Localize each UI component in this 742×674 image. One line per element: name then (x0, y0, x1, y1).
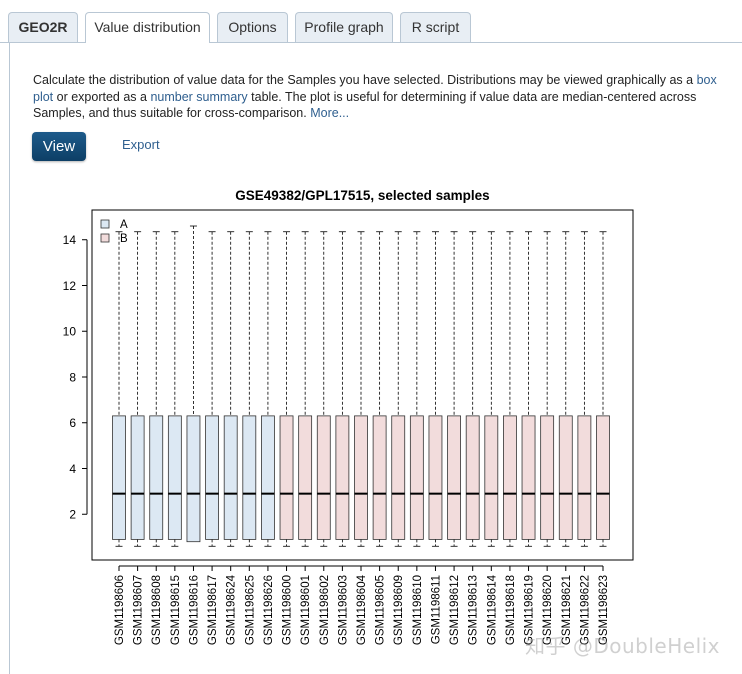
box-GSM1198620 (540, 415, 555, 540)
x-tick-label: GSM1198601 (300, 575, 312, 645)
description-part2: or exported as a (53, 89, 151, 104)
x-tick-label: GSM1198607 (133, 575, 145, 645)
legend-swatch-a (100, 219, 110, 229)
x-tick-label: GSM1198624 (226, 574, 238, 645)
more-link[interactable]: More... (310, 106, 350, 120)
x-tick-label: GSM1198621 (561, 575, 573, 645)
x-tick-label: GSM1198615 (170, 575, 182, 645)
box-GSM1198625 (242, 415, 257, 540)
x-tick-label: GSM1198603 (337, 575, 349, 645)
x-tick-label: GSM1198613 (468, 575, 480, 645)
x-tick-label: GSM1198600 (282, 575, 294, 645)
y-tick-label: 14 (63, 233, 77, 247)
description-part1: Calculate the distribution of value data… (33, 73, 697, 87)
x-tick-label: GSM1198622 (579, 575, 591, 645)
tab-options[interactable]: Options (217, 12, 288, 42)
y-tick-label: 4 (69, 462, 76, 476)
tab-panel (9, 43, 742, 674)
box-GSM1198603 (335, 415, 350, 540)
x-tick-label: GSM1198610 (412, 575, 424, 645)
x-tick-label: GSM1198611 (430, 575, 442, 644)
x-tick-label: GSM1198605 (375, 575, 387, 645)
box-GSM1198611 (428, 415, 443, 540)
x-tick-label: GSM1198626 (263, 575, 275, 645)
x-tick-label: GSM1198620 (542, 575, 554, 645)
x-tick-label: GSM1198616 (188, 575, 200, 645)
legend-label-b: B (120, 233, 128, 245)
legend-label-a: A (120, 219, 128, 231)
box-GSM1198618 (503, 415, 517, 540)
box-GSM1198610 (409, 415, 424, 540)
boxplot-chart: GSE49382/GPL17515, selected samples 2 4 6 8 1… (63, 188, 634, 645)
box-GSM1198609 (391, 415, 406, 540)
plot-frame (91, 209, 634, 561)
description-part3: table. The plot is useful for determinin… (33, 89, 697, 121)
watermark: 知乎 @DoubleHelix (525, 634, 721, 658)
y-tick-label: 12 (63, 279, 77, 293)
tab-profile-graph[interactable]: Profile graph (295, 12, 393, 42)
legend-swatch-b (100, 233, 110, 243)
box-GSM1198615 (167, 415, 182, 540)
x-tick-label: GSM1198617 (207, 575, 219, 645)
box-GSM1198604 (354, 415, 368, 540)
box-GSM1198606 (112, 415, 126, 540)
box-GSM1198605 (372, 415, 387, 540)
box-GSM1198624 (223, 415, 238, 540)
view-button[interactable]: View (32, 132, 86, 161)
y-tick-label: 2 (69, 508, 76, 522)
y-tick-label: 10 (63, 325, 77, 339)
box-GSM1198612 (447, 415, 461, 540)
tab-value-distribution[interactable]: Value distribution (85, 12, 210, 43)
box-GSM1198607 (130, 415, 145, 540)
chart-title: GSE49382/GPL17515, selected samples (235, 188, 489, 203)
box-GSM1198622 (577, 415, 592, 540)
box-GSM1198617 (205, 415, 219, 540)
tab-divider (0, 42, 742, 43)
box-GSM1198616 (186, 415, 201, 543)
box-GSM1198608 (149, 415, 164, 540)
description-text: Calculate the distribution of value data… (33, 72, 723, 122)
number-summary-link[interactable]: number summary (150, 89, 248, 104)
x-tick-label: GSM1198606 (114, 575, 126, 645)
export-link[interactable]: Export (122, 137, 160, 152)
tab-bar: GEO2R Value distribution Options Profile… (0, 12, 742, 43)
tab-r-script[interactable]: R script (400, 12, 471, 42)
box-plot-link[interactable]: box plot (33, 73, 717, 104)
box-GSM1198600 (279, 415, 294, 540)
box-GSM1198619 (521, 415, 536, 540)
box-GSM1198621 (558, 415, 573, 540)
y-tick-label: 6 (69, 416, 76, 430)
y-tick-label: 8 (69, 370, 76, 384)
x-tick-label: GSM1198625 (244, 575, 256, 645)
tab-geo2r[interactable]: GEO2R (8, 12, 78, 42)
x-tick-label: GSM1198619 (524, 575, 536, 645)
box-GSM1198626 (261, 415, 275, 540)
x-tick-label: GSM1198608 (151, 575, 163, 645)
x-tick-label: GSM1198609 (393, 575, 405, 645)
x-tick-label: GSM1198614 (486, 574, 498, 645)
x-tick-label: GSM1198623 (598, 575, 610, 645)
x-tick-label: GSM1198604 (356, 574, 368, 645)
box-GSM1198623 (596, 415, 610, 540)
x-tick-label: GSM1198618 (505, 575, 517, 645)
box-GSM1198602 (316, 415, 331, 540)
x-tick-label: GSM1198602 (319, 575, 331, 645)
box-GSM1198613 (465, 415, 480, 540)
box-GSM1198614 (484, 415, 499, 540)
x-tick-label: GSM1198612 (449, 575, 461, 645)
box-GSM1198601 (298, 415, 313, 540)
